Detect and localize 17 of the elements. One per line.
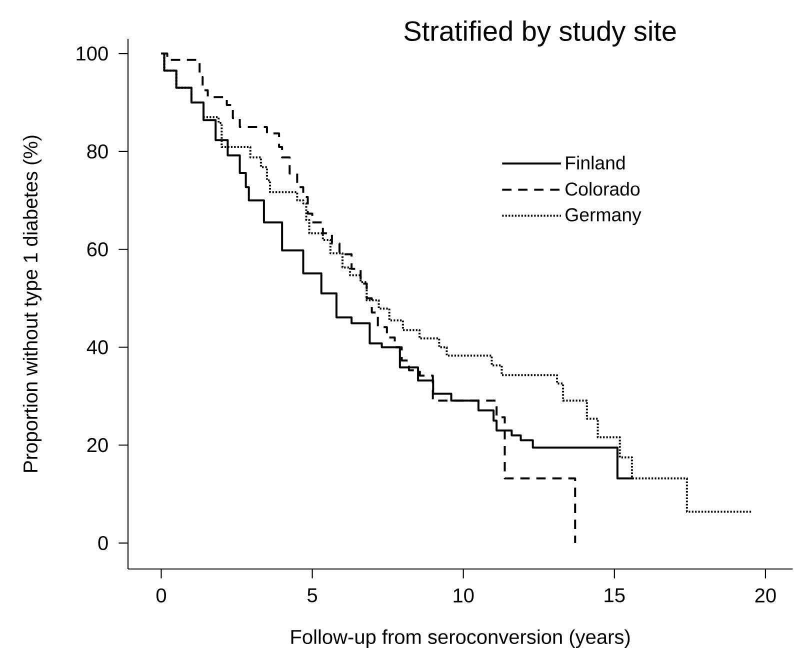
y-tick-label: 0 (98, 536, 108, 550)
legend-label: Finland (566, 156, 625, 170)
x-tick-label: 10 (454, 588, 474, 603)
x-tick-label: 5 (308, 588, 318, 602)
y-tick-label: 80 (87, 144, 108, 159)
x-tick-label: 15 (604, 588, 625, 602)
legend-label: Germany (566, 208, 642, 226)
y-tick-label: 60 (87, 242, 108, 256)
y-tick-label: 40 (86, 340, 108, 354)
y-tick-label: 100 (76, 46, 108, 61)
y-tick-label: 20 (87, 438, 108, 452)
y-axis-title: Proportion without type 1 diabetes (%) (22, 136, 42, 472)
x-tick-label: 0 (156, 588, 166, 603)
legend-label: Colorado (566, 182, 640, 196)
chart-title: Stratified by study site (404, 20, 676, 47)
x-axis-title: Follow-up from seroconversion (years) (291, 629, 630, 648)
x-tick-label: 20 (755, 588, 776, 603)
